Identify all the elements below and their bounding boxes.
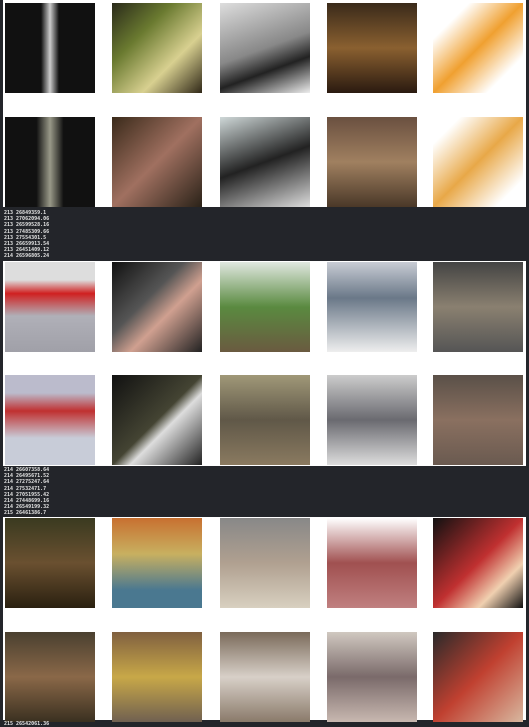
image-tile [220, 632, 310, 722]
image-grid [3, 0, 526, 207]
image-tile [220, 117, 310, 207]
image-tile [5, 518, 95, 608]
log-block: 215 26542061.36 [4, 721, 49, 727]
image-grid [3, 517, 526, 722]
image-tile [112, 3, 202, 93]
log-block: 214 26607358.64 214 26495671.52 214 272752… [4, 467, 49, 517]
log-line: 214 26495671.52 [4, 473, 50, 480]
image-tile [433, 518, 523, 608]
image-tile [5, 117, 95, 207]
image-tile [327, 262, 417, 352]
image-tile [5, 632, 95, 722]
log-line: 213 27062094.06 [4, 216, 50, 223]
log-line: 214 27051955.42 [4, 491, 50, 498]
log-line: 213 26849359.1 [4, 210, 47, 216]
image-tile [327, 117, 417, 207]
log-line: 213 26659913.54 [4, 241, 50, 248]
image-tile [5, 262, 95, 352]
log-line: 214 27532471.7 [4, 485, 47, 492]
image-tile [220, 375, 310, 465]
image-tile [220, 262, 310, 352]
log-line: 215 26542061.36 [4, 721, 50, 727]
image-tile [327, 632, 417, 722]
image-tile [112, 632, 202, 722]
log-line: 214 26549199.32 [4, 504, 50, 511]
log-line: 214 27448699.16 [4, 498, 50, 505]
log-block: 213 26849359.1 213 27062094.06 213 2659952… [4, 210, 49, 260]
image-tile [327, 518, 417, 608]
log-line: 213 26599528.16 [4, 222, 50, 229]
log-line: 214 27275247.64 [4, 479, 50, 486]
log-line: 213 27554301.5 [4, 234, 47, 241]
image-grid [3, 261, 526, 466]
log-line: 214 26596805.24 [4, 253, 50, 260]
image-tile [5, 375, 95, 465]
image-tile [433, 117, 523, 207]
image-tile [220, 3, 310, 93]
image-tile [433, 262, 523, 352]
image-tile [112, 117, 202, 207]
image-tile [112, 518, 202, 608]
image-tile [327, 375, 417, 465]
image-tile [433, 375, 523, 465]
image-tile [220, 518, 310, 608]
image-tile [5, 3, 95, 93]
image-tile [112, 262, 202, 352]
image-tile [112, 375, 202, 465]
image-tile [433, 632, 523, 722]
log-line: 213 26451409.12 [4, 247, 50, 254]
image-tile [327, 3, 417, 93]
log-line: 215 26461386.7 [4, 510, 47, 517]
log-line: 214 26607358.64 [4, 467, 50, 473]
image-tile [433, 3, 523, 93]
log-line: 213 27485309.66 [4, 228, 50, 235]
